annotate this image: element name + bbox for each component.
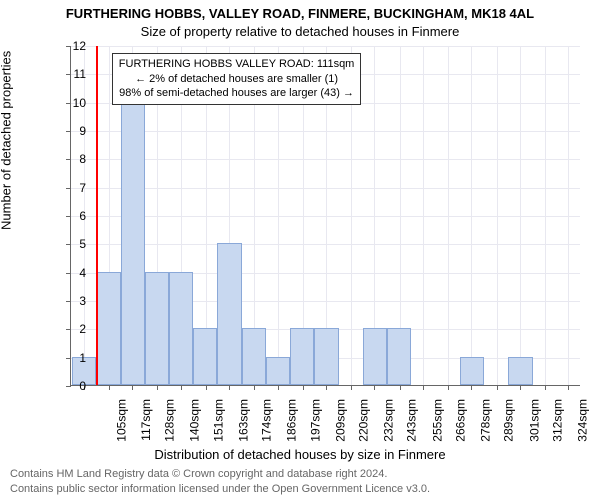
chart-title-sub: Size of property relative to detached ho… xyxy=(0,24,600,39)
xtick-label: 163sqm xyxy=(237,399,251,442)
xtick-mark xyxy=(254,385,255,390)
histogram-bar xyxy=(242,328,266,385)
ytick-label: 0 xyxy=(46,379,86,393)
xtick-label: 312sqm xyxy=(551,399,565,442)
xtick-label: 301sqm xyxy=(527,399,541,442)
xtick-label: 289sqm xyxy=(502,399,516,442)
xtick-mark xyxy=(206,385,207,390)
x-axis-label: Distribution of detached houses by size … xyxy=(0,447,600,462)
histogram-bar xyxy=(145,272,169,385)
xtick-label: 140sqm xyxy=(188,399,202,442)
xtick-mark xyxy=(568,385,569,390)
xtick-label: 105sqm xyxy=(114,399,128,442)
xtick-label: 243sqm xyxy=(405,399,419,442)
xtick-label: 324sqm xyxy=(576,399,590,442)
gridline-v xyxy=(497,46,498,385)
attribution-line2: Contains public sector information licen… xyxy=(10,483,430,495)
annotation-line: FURTHERING HOBBS VALLEY ROAD: 111sqm xyxy=(119,57,355,72)
xtick-mark xyxy=(157,385,158,390)
histogram-bar xyxy=(217,243,241,385)
attribution-line1: Contains HM Land Registry data © Crown c… xyxy=(10,468,387,480)
y-axis-label: Number of detached properties xyxy=(0,51,14,230)
ytick-label: 6 xyxy=(46,209,86,223)
histogram-bar xyxy=(508,357,532,385)
xtick-mark xyxy=(229,385,230,390)
ytick-label: 7 xyxy=(46,181,86,195)
gridline-v xyxy=(423,46,424,385)
xtick-label: 117sqm xyxy=(139,399,153,441)
ytick-label: 12 xyxy=(46,39,86,53)
xtick-label: 197sqm xyxy=(308,399,322,442)
ytick-label: 3 xyxy=(46,294,86,308)
gridline-v xyxy=(568,46,569,385)
xtick-label: 186sqm xyxy=(285,399,299,442)
xtick-mark xyxy=(497,385,498,390)
ytick-label: 11 xyxy=(46,67,86,81)
xtick-label: 220sqm xyxy=(357,399,371,442)
histogram-bar xyxy=(363,328,387,385)
xtick-mark xyxy=(423,385,424,390)
annotation-box: FURTHERING HOBBS VALLEY ROAD: 111sqm← 2%… xyxy=(112,53,362,106)
gridline-v xyxy=(520,46,521,385)
xtick-label: 232sqm xyxy=(382,399,396,442)
xtick-label: 174sqm xyxy=(260,399,274,442)
xtick-mark xyxy=(520,385,521,390)
xtick-mark xyxy=(400,385,401,390)
annotation-line: 98% of semi-detached houses are larger (… xyxy=(119,86,355,101)
xtick-mark xyxy=(326,385,327,390)
gridline-v xyxy=(471,46,472,385)
xtick-mark xyxy=(181,385,182,390)
histogram-bar xyxy=(290,328,314,385)
xtick-mark xyxy=(471,385,472,390)
ytick-label: 1 xyxy=(46,351,86,365)
chart-title-main: FURTHERING HOBBS, VALLEY ROAD, FINMERE, … xyxy=(0,6,600,21)
ytick-label: 4 xyxy=(46,266,86,280)
histogram-bar xyxy=(169,272,193,385)
xtick-mark xyxy=(132,385,133,390)
gridline-v xyxy=(448,46,449,385)
ytick-label: 8 xyxy=(46,152,86,166)
xtick-mark xyxy=(374,385,375,390)
histogram-bar xyxy=(96,272,120,385)
xtick-mark xyxy=(278,385,279,390)
xtick-label: 128sqm xyxy=(163,399,177,442)
attribution-text: Contains HM Land Registry data © Crown c… xyxy=(10,467,430,496)
gridline-v xyxy=(545,46,546,385)
plot-area: FURTHERING HOBBS VALLEY ROAD: 111sqm← 2%… xyxy=(70,46,580,386)
histogram-bar xyxy=(193,328,217,385)
histogram-bar xyxy=(314,328,338,385)
histogram-bar xyxy=(121,102,145,385)
marker-line xyxy=(96,46,98,385)
annotation-line: ← 2% of detached houses are smaller (1) xyxy=(119,72,355,87)
histogram-bar xyxy=(266,357,290,385)
xtick-mark xyxy=(545,385,546,390)
ytick-label: 10 xyxy=(46,96,86,110)
xtick-label: 209sqm xyxy=(334,399,348,442)
histogram-bar xyxy=(387,328,411,385)
xtick-mark xyxy=(351,385,352,390)
ytick-label: 2 xyxy=(46,322,86,336)
histogram-bar xyxy=(460,357,484,385)
xtick-label: 255sqm xyxy=(430,399,444,442)
xtick-mark xyxy=(109,385,110,390)
xtick-label: 278sqm xyxy=(479,399,493,442)
ytick-label: 5 xyxy=(46,237,86,251)
xtick-mark xyxy=(303,385,304,390)
xtick-mark xyxy=(448,385,449,390)
ytick-label: 9 xyxy=(46,124,86,138)
xtick-label: 266sqm xyxy=(454,399,468,442)
xtick-label: 151sqm xyxy=(211,399,225,442)
